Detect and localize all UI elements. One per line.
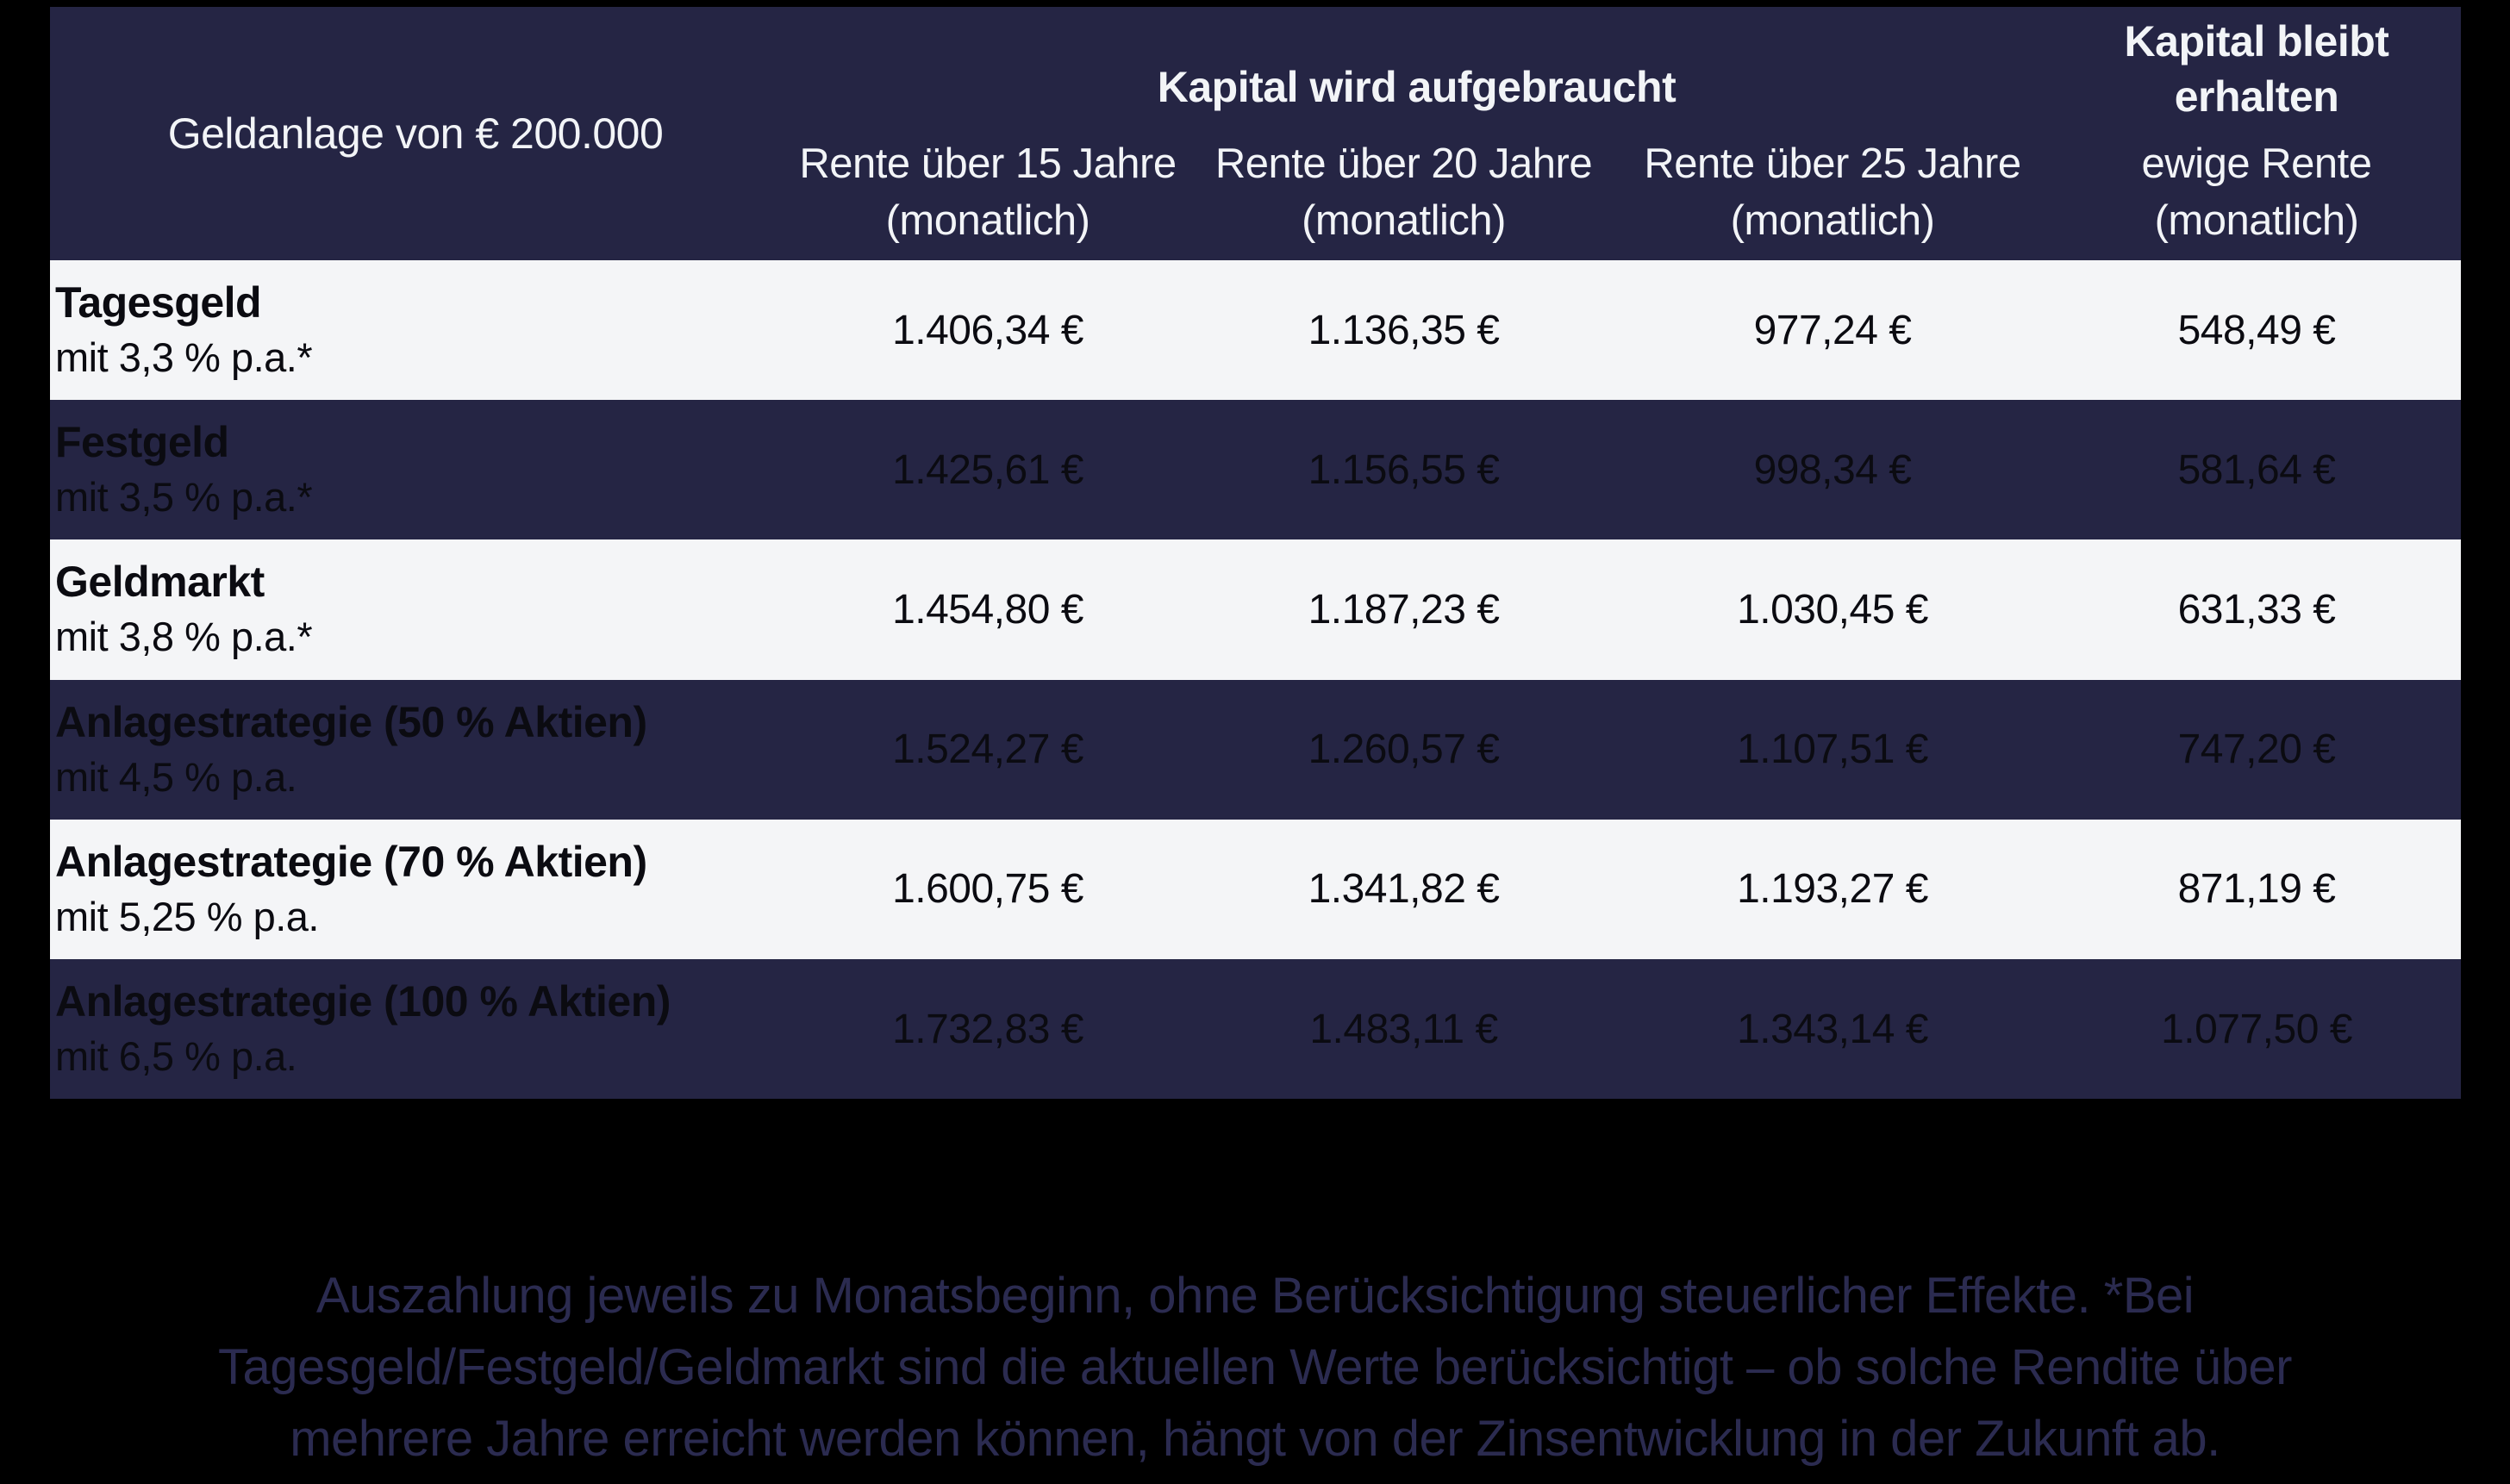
group-header-kapital-bleibt-erhalten: Kapital bleibt erhalten (2052, 7, 2461, 124)
value-cell: 1.187,23 € (1308, 586, 1500, 633)
value-cell: 1.732,83 € (892, 1006, 1083, 1052)
table-row: Festgeld mit 3,5 % p.a.* 1.425,61 € 1.15… (50, 400, 2461, 540)
row-rate: mit 6,5 % p.a. (55, 1033, 297, 1080)
footnote-line: Tagesgeld/Festgeld/Geldmarkt sind die ak… (218, 1339, 2292, 1395)
payout-table: Geldanlage von € 200.000 Kapital wird au… (50, 7, 2461, 1100)
table-row: Anlagestrategie (50 % Aktien) mit 4,5 % … (50, 679, 2461, 820)
row-rate: mit 3,5 % p.a.* (55, 474, 313, 521)
row-label: Anlagestrategie (50 % Aktien) mit 4,5 % … (50, 695, 781, 804)
group-header-kapital-bleibt-erhalten-label: Kapital bleibt erhalten (2124, 17, 2389, 121)
row-name: Anlagestrategie (50 % Aktien) (55, 697, 647, 746)
value-cell: 581,64 € (2177, 446, 2336, 493)
value-cell: 1.406,34 € (892, 307, 1083, 353)
table-row: Anlagestrategie (70 % Aktien) mit 5,25 %… (50, 819, 2461, 959)
footnote-line: mehrere Jahre erreicht werden können, hä… (290, 1411, 2220, 1467)
row-label: Festgeld mit 3,5 % p.a.* (50, 415, 781, 524)
corner-label: Geldanlage von € 200.000 (167, 109, 664, 158)
table-row: Tagesgeld mit 3,3 % p.a.* 1.406,34 € 1.1… (50, 260, 2461, 401)
value-cell: 1.483,11 € (1309, 1006, 1498, 1052)
table-header: Geldanlage von € 200.000 Kapital wird au… (50, 7, 2461, 260)
value-cell: 1.454,80 € (892, 586, 1083, 633)
row-rate: mit 3,8 % p.a.* (55, 614, 313, 660)
row-label: Anlagestrategie (70 % Aktien) mit 5,25 %… (50, 835, 781, 944)
value-cell: 977,24 € (1753, 307, 1912, 353)
value-cell: 1.156,55 € (1308, 446, 1500, 493)
value-cell: 1.077,50 € (2161, 1006, 2352, 1052)
value-cell: 871,19 € (2177, 866, 2336, 913)
row-name: Tagesgeld (55, 278, 262, 327)
value-cell: 1.030,45 € (1737, 586, 1928, 633)
row-label: Anlagestrategie (100 % Aktien) mit 6,5 %… (50, 975, 781, 1083)
table-row: Anlagestrategie (100 % Aktien) mit 6,5 %… (50, 958, 2461, 1100)
value-cell: 998,34 € (1753, 446, 1912, 493)
value-cell: 1.425,61 € (892, 446, 1083, 493)
value-cell: 747,20 € (2177, 726, 2336, 773)
table-row: Geldmarkt mit 3,8 % p.a.* 1.454,80 € 1.1… (50, 539, 2461, 680)
row-name: Anlagestrategie (100 % Aktien) (55, 977, 671, 1026)
row-label: Geldmarkt mit 3,8 % p.a.* (50, 555, 781, 664)
row-label: Tagesgeld mit 3,3 % p.a.* (50, 276, 781, 384)
footnote-line: Auszahlung jeweils zu Monatsbeginn, ohne… (315, 1268, 2195, 1324)
row-name: Geldmarkt (55, 558, 265, 607)
footnote: Auszahlung jeweils zu Monatsbeginn, ohne… (0, 1260, 2510, 1475)
column-header-rente-15-jahre: Rente über 15 Jahre (monatlich) (781, 124, 1195, 260)
value-cell: 1.524,27 € (892, 726, 1083, 773)
row-rate: mit 5,25 % p.a. (55, 893, 320, 939)
value-cell: 1.260,57 € (1308, 726, 1500, 773)
group-header-kapital-wird-aufgebraucht: Kapital wird aufgebraucht (1157, 63, 1676, 111)
value-cell: 1.193,27 € (1737, 866, 1928, 913)
value-cell: 1.343,14 € (1737, 1006, 1928, 1052)
value-cell: 631,33 € (2177, 586, 2336, 633)
column-header-ewige-rente-label: ewige Rente (monatlich) (2141, 140, 2372, 244)
column-header-rente-15-jahre-label: Rente über 15 Jahre (monatlich) (799, 140, 1177, 244)
column-header-rente-20-jahre: Rente über 20 Jahre (monatlich) (1195, 124, 1613, 260)
value-cell: 1.136,35 € (1308, 307, 1500, 353)
column-header-rente-25-jahre-label: Rente über 25 Jahre (monatlich) (1644, 140, 2021, 244)
row-rate: mit 3,3 % p.a.* (55, 334, 313, 381)
value-cell: 548,49 € (2177, 307, 2336, 353)
value-cell: 1.107,51 € (1737, 726, 1928, 773)
row-name: Festgeld (55, 418, 229, 467)
value-cell: 1.600,75 € (892, 866, 1083, 913)
row-rate: mit 4,5 % p.a. (55, 753, 297, 800)
value-cell: 1.341,82 € (1308, 866, 1500, 913)
column-header-rente-25-jahre: Rente über 25 Jahre (monatlich) (1613, 124, 2052, 260)
row-name: Anlagestrategie (70 % Aktien) (55, 837, 647, 886)
column-header-rente-20-jahre-label: Rente über 20 Jahre (monatlich) (1214, 140, 1593, 244)
column-header-ewige-rente: ewige Rente (monatlich) (2052, 124, 2461, 260)
